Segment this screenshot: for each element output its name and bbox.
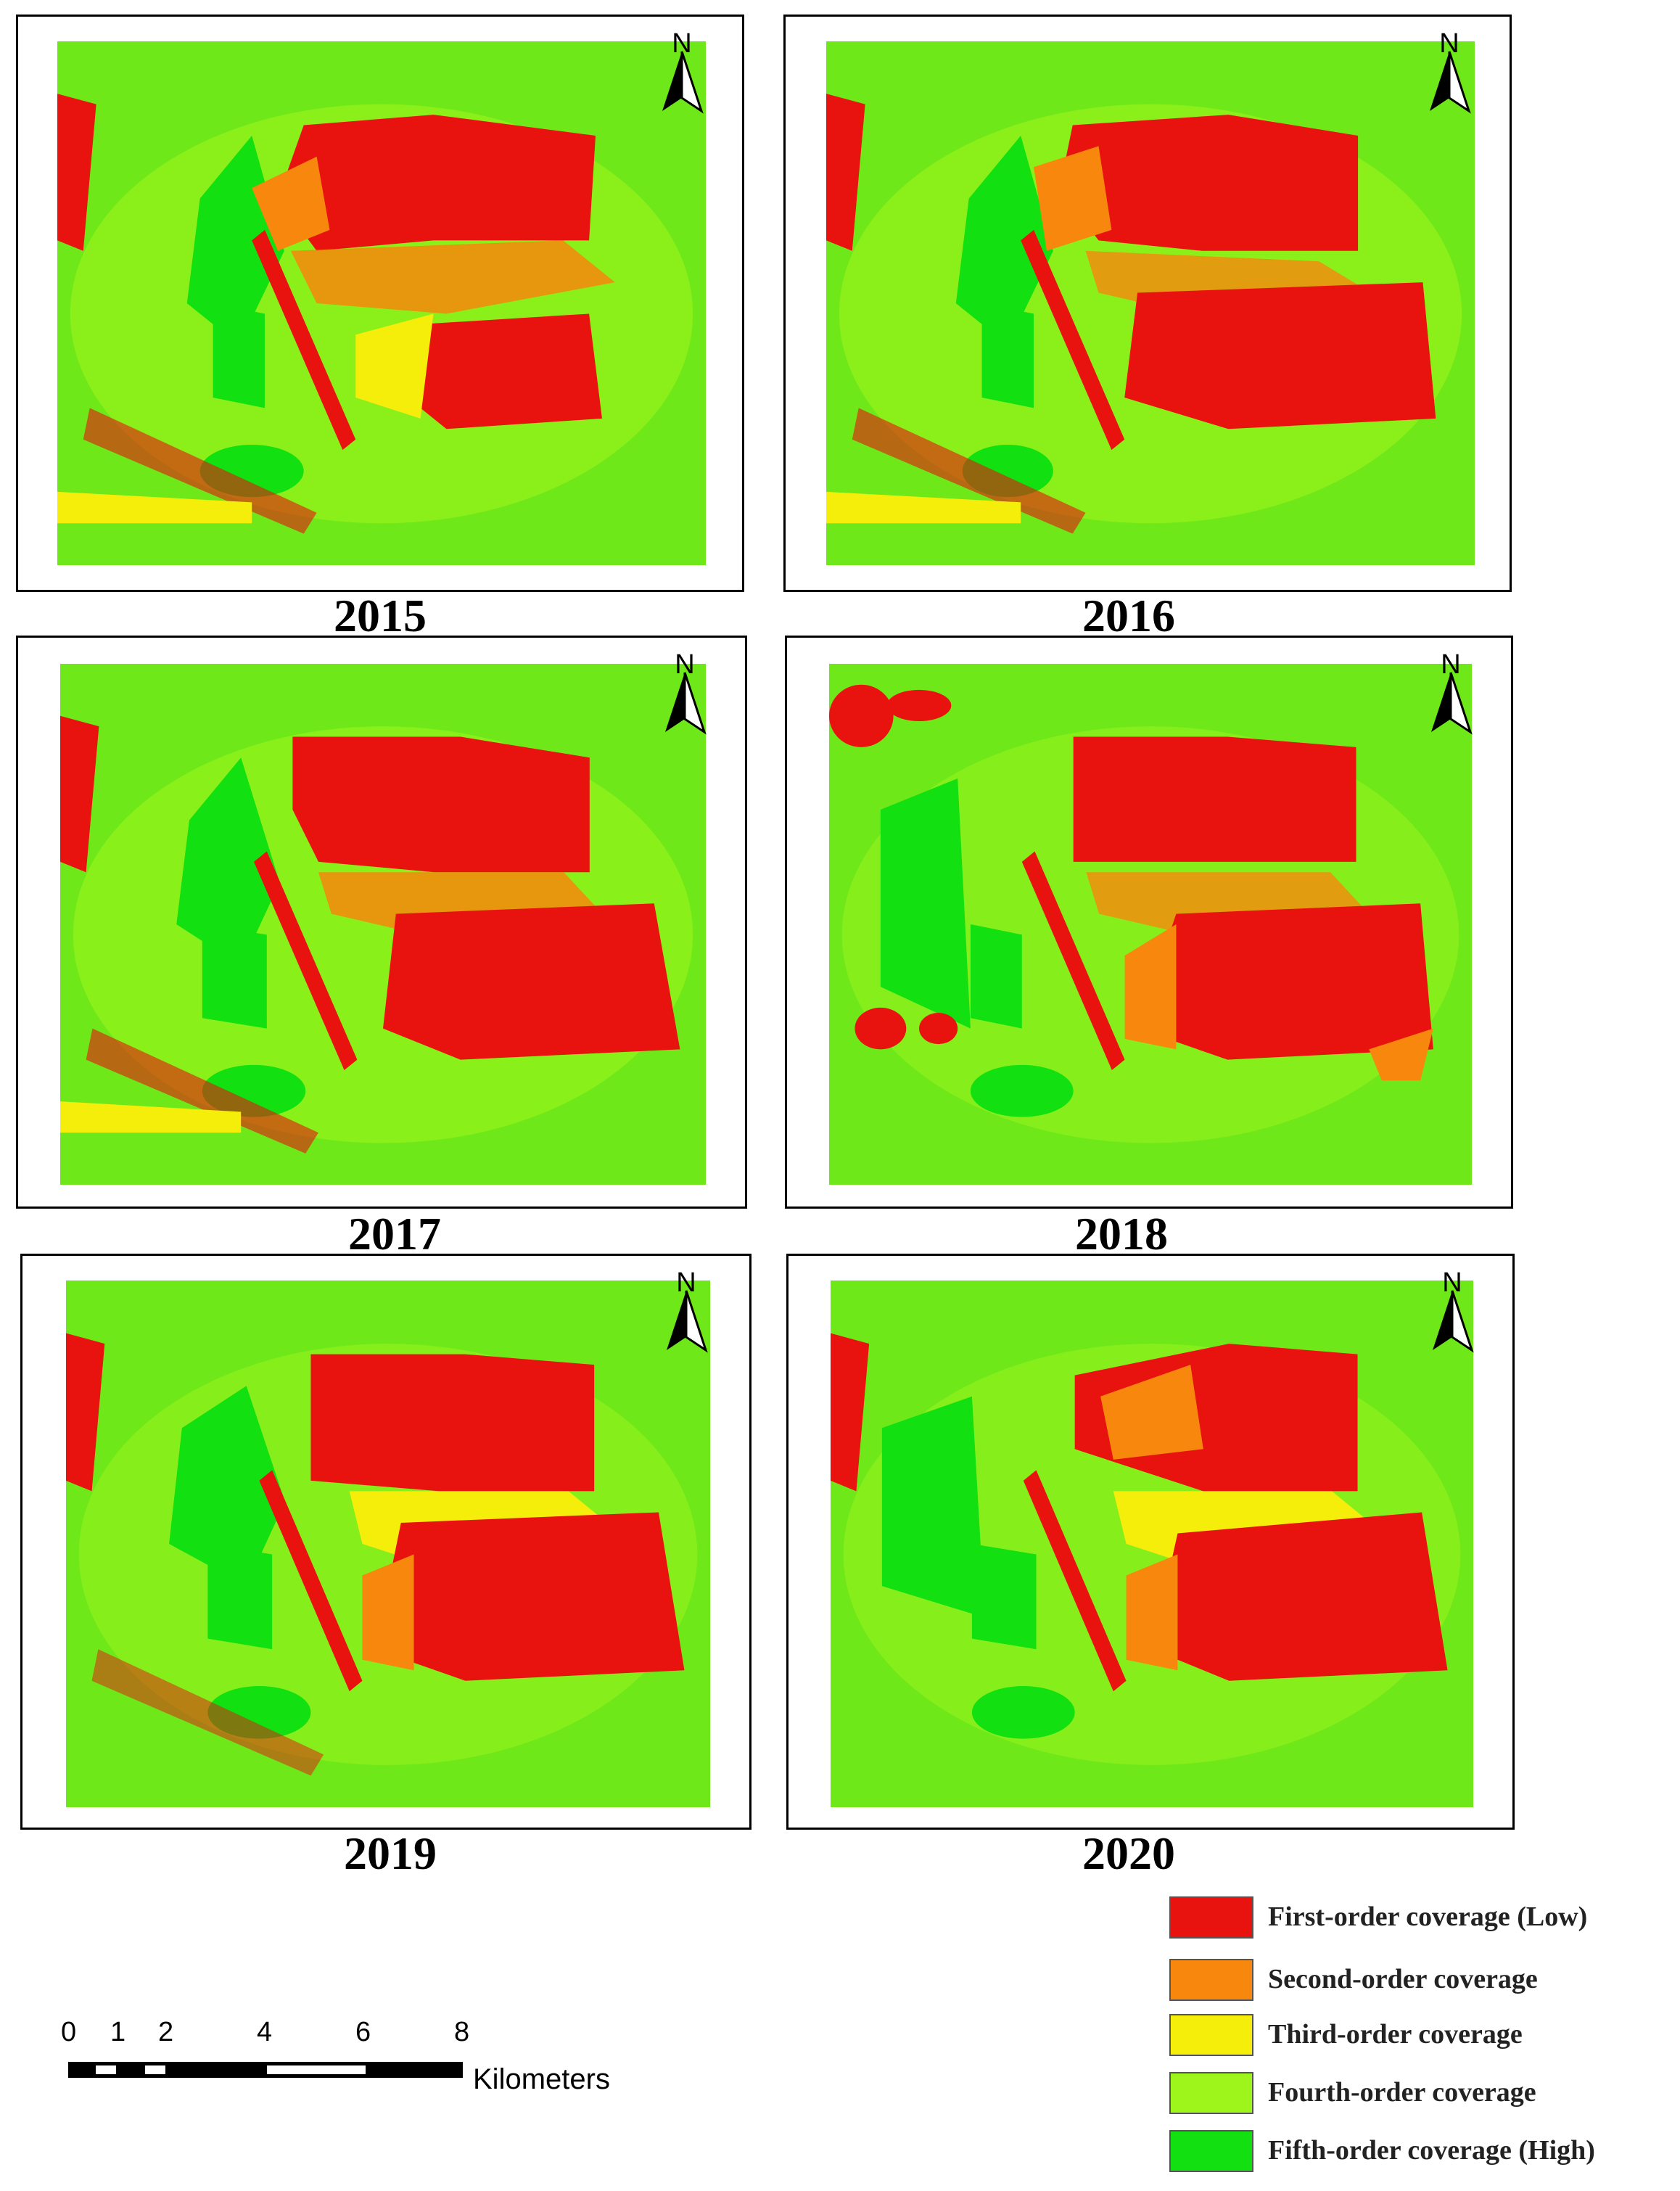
- legend-swatch: [1169, 2014, 1253, 2056]
- legend-label: First-order coverage (Low): [1268, 1902, 1588, 1932]
- legend-label: Fifth-order coverage (High): [1268, 2135, 1595, 2166]
- coverage-map-2018: [829, 664, 1472, 1185]
- north-arrow: N: [1424, 28, 1475, 118]
- map-panel-2020: N: [786, 1254, 1515, 1830]
- north-arrow: N: [1425, 649, 1476, 739]
- legend-item-fourth-order: Fourth-order coverage: [1169, 2072, 1670, 2117]
- year-label-2020: 2020: [1082, 1828, 1175, 1879]
- map-panel-2017: N: [16, 636, 747, 1209]
- legend-item-third-order: Third-order coverage: [1169, 2014, 1670, 2059]
- map-panel-2018: N: [785, 636, 1513, 1209]
- coverage-map-2016: [826, 41, 1475, 565]
- legend-label: Third-order coverage: [1268, 2019, 1523, 2050]
- map-panel-2015: N: [16, 15, 744, 592]
- coverage-map-2019: [66, 1281, 710, 1807]
- scale-tick-1: 1: [110, 2017, 126, 2047]
- scale-bar: 0 1 2 4 6 8 Kilometers: [61, 2017, 720, 2118]
- map-panel-2019: N: [20, 1254, 752, 1830]
- year-label-2015: 2015: [334, 590, 427, 641]
- north-arrow: N: [656, 28, 707, 118]
- north-arrow-label: N: [672, 28, 692, 59]
- north-arrow-label: N: [675, 649, 695, 680]
- scale-tick-8: 8: [454, 2017, 470, 2047]
- north-arrow-label: N: [1441, 649, 1461, 680]
- year-label-2018: 2018: [1075, 1208, 1168, 1259]
- scale-tick-4: 4: [257, 2017, 273, 2047]
- north-arrow: N: [661, 1267, 712, 1357]
- scale-units: Kilometers: [473, 2063, 610, 2095]
- north-arrow-label: N: [1439, 28, 1459, 59]
- legend-item-fifth-order: Fifth-order coverage (High): [1169, 2130, 1670, 2175]
- year-label-2016: 2016: [1082, 590, 1175, 641]
- coverage-map-2015: [57, 41, 706, 565]
- north-arrow-label: N: [676, 1267, 696, 1298]
- legend-label: Second-order coverage: [1268, 1964, 1538, 1994]
- legend-swatch: [1169, 1959, 1253, 2001]
- legend-item-first-order: First-order coverage (Low): [1169, 1896, 1670, 1941]
- legend-swatch: [1169, 1896, 1253, 1939]
- north-arrow: N: [659, 649, 710, 739]
- coverage-map-2017: [60, 664, 706, 1185]
- map-panel-2016: N: [783, 15, 1512, 592]
- year-label-2019: 2019: [344, 1828, 437, 1879]
- scale-tick-6: 6: [355, 2017, 371, 2047]
- legend-swatch: [1169, 2130, 1253, 2172]
- legend-swatch: [1169, 2072, 1253, 2114]
- scale-bar-graphic: [68, 2062, 463, 2078]
- north-arrow-label: N: [1442, 1267, 1462, 1298]
- legend-label: Fourth-order coverage: [1268, 2077, 1536, 2108]
- north-arrow: N: [1427, 1267, 1478, 1357]
- legend-item-second-order: Second-order coverage: [1169, 1959, 1670, 2004]
- year-label-2017: 2017: [348, 1208, 441, 1259]
- scale-tick-2: 2: [158, 2017, 174, 2047]
- scale-tick-0: 0: [61, 2017, 77, 2047]
- coverage-map-2020: [831, 1281, 1473, 1807]
